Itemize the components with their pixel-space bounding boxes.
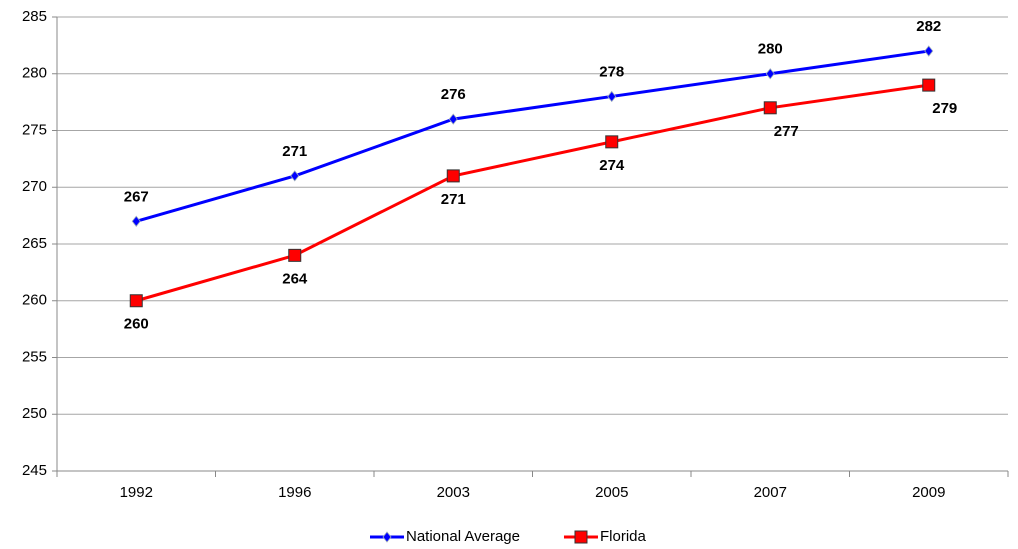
data-label: 276 bbox=[441, 86, 466, 103]
series-line bbox=[135, 49, 929, 223]
y-tick-label: 280 bbox=[22, 65, 47, 82]
y-tick-label: 255 bbox=[22, 348, 47, 365]
x-tick-label: 2009 bbox=[912, 484, 945, 501]
legend-marker bbox=[574, 530, 588, 544]
data-point bbox=[446, 169, 460, 183]
data-label: 282 bbox=[916, 18, 941, 35]
data-label: 264 bbox=[282, 270, 308, 287]
y-tick-label: 245 bbox=[22, 462, 47, 479]
data-label: 267 bbox=[124, 188, 149, 205]
data-point bbox=[288, 248, 302, 262]
data-point bbox=[924, 45, 934, 57]
data-label: 274 bbox=[599, 157, 625, 174]
y-tick-label: 285 bbox=[22, 8, 47, 25]
x-tick-label: 1992 bbox=[120, 484, 153, 501]
data-label: 278 bbox=[599, 63, 624, 80]
y-tick-label: 275 bbox=[22, 121, 47, 138]
x-tick-label: 2005 bbox=[595, 484, 628, 501]
x-tick-label: 1996 bbox=[278, 484, 311, 501]
data-point bbox=[607, 90, 617, 103]
data-label: 271 bbox=[441, 191, 466, 208]
x-tick-label: 2007 bbox=[754, 484, 787, 501]
data-point bbox=[448, 113, 458, 125]
data-point bbox=[922, 78, 936, 92]
series-line bbox=[135, 83, 929, 303]
data-point bbox=[129, 294, 143, 308]
data-label: 271 bbox=[282, 143, 307, 160]
legend-label: Florida bbox=[600, 528, 647, 545]
data-point bbox=[290, 170, 300, 182]
data-point bbox=[765, 68, 775, 80]
data-label: 260 bbox=[124, 316, 149, 333]
data-label: 277 bbox=[774, 123, 799, 140]
data-point bbox=[131, 215, 141, 227]
y-tick-label: 250 bbox=[22, 405, 47, 422]
data-label: 279 bbox=[932, 100, 957, 117]
y-tick-label: 270 bbox=[22, 178, 47, 195]
legend-label: National Average bbox=[406, 528, 520, 545]
x-tick-label: 2003 bbox=[437, 484, 470, 501]
y-tick-label: 260 bbox=[22, 292, 47, 309]
y-tick-label: 265 bbox=[22, 235, 47, 252]
legend-marker bbox=[382, 531, 392, 543]
data-point bbox=[605, 135, 619, 149]
data-label: 280 bbox=[758, 41, 783, 58]
data-point bbox=[763, 101, 777, 115]
